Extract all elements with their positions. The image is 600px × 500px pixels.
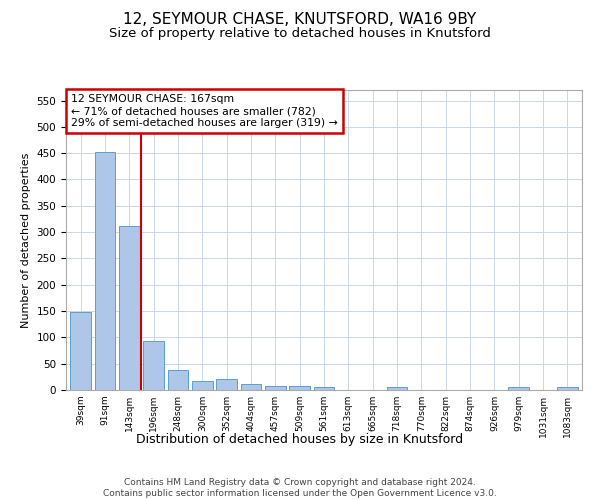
Bar [119, 226, 140, 390]
Bar [314, 388, 334, 390]
Bar [386, 388, 407, 390]
Bar [70, 312, 91, 390]
Y-axis label: Number of detached properties: Number of detached properties [21, 152, 31, 328]
Bar [95, 152, 115, 390]
Text: Contains HM Land Registry data © Crown copyright and database right 2024.
Contai: Contains HM Land Registry data © Crown c… [103, 478, 497, 498]
Bar [289, 386, 310, 390]
Bar [143, 341, 164, 390]
Text: Size of property relative to detached houses in Knutsford: Size of property relative to detached ho… [109, 28, 491, 40]
Bar [557, 388, 578, 390]
Bar [241, 384, 262, 390]
Bar [508, 388, 529, 390]
Bar [265, 386, 286, 390]
Bar [216, 380, 237, 390]
Bar [167, 370, 188, 390]
Bar [192, 380, 212, 390]
Text: 12, SEYMOUR CHASE, KNUTSFORD, WA16 9BY: 12, SEYMOUR CHASE, KNUTSFORD, WA16 9BY [124, 12, 476, 28]
Text: Distribution of detached houses by size in Knutsford: Distribution of detached houses by size … [136, 432, 464, 446]
Text: 12 SEYMOUR CHASE: 167sqm
← 71% of detached houses are smaller (782)
29% of semi-: 12 SEYMOUR CHASE: 167sqm ← 71% of detach… [71, 94, 338, 128]
